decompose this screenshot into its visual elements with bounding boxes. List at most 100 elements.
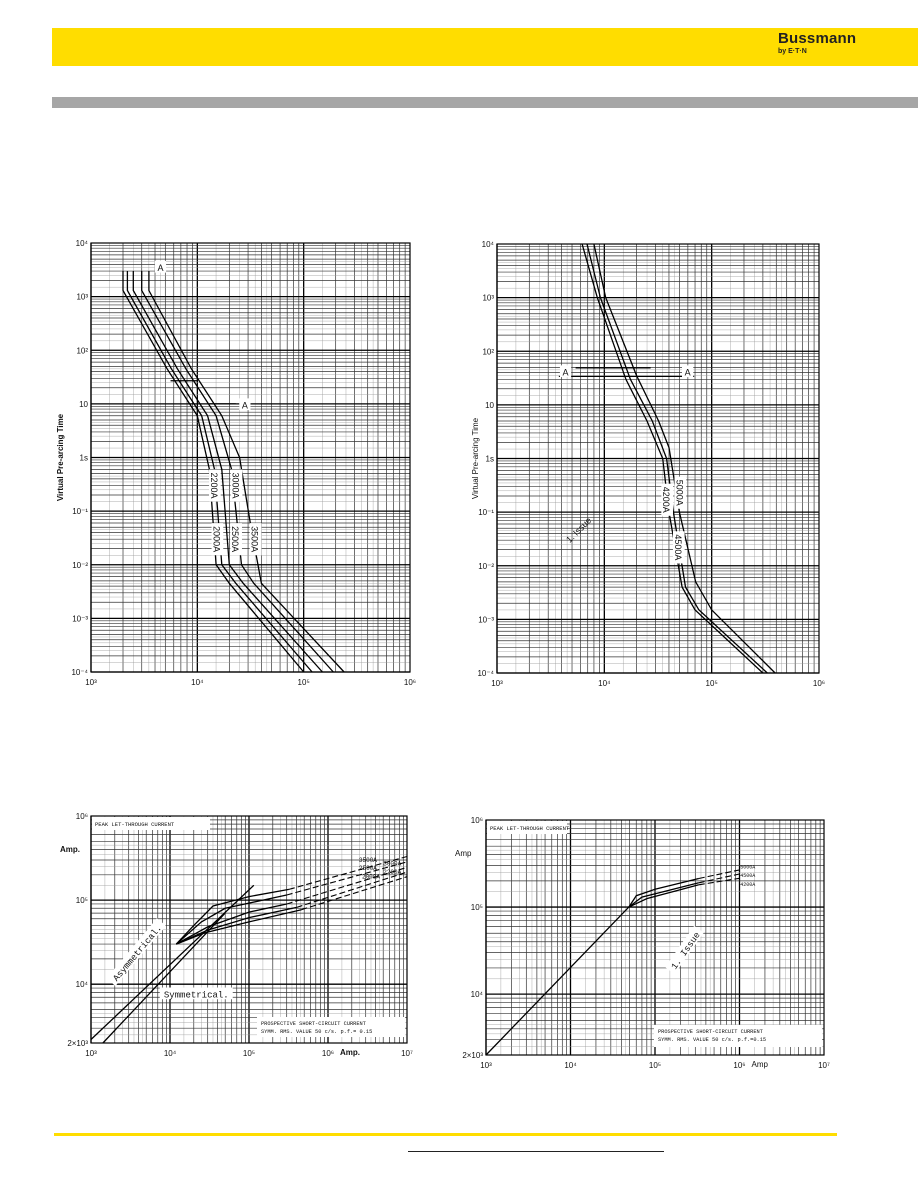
- annotation-label: 4500A: [740, 873, 755, 879]
- note-line: PROSPECTIVE SHORT-CIRCUIT CURRENT: [261, 1021, 366, 1027]
- y-tick-label: 10⁴: [76, 239, 89, 248]
- chart-title: PEAK LET-THROUGH CURRENT: [490, 825, 570, 832]
- annotation-label: A: [563, 367, 569, 377]
- annotation: 5000A: [740, 864, 755, 870]
- annotation: 2200A: [383, 869, 401, 876]
- annotation: 3000A: [383, 861, 401, 868]
- annotation-label: 2200A: [209, 473, 219, 499]
- series-curve-line: [485, 906, 630, 1056]
- series-2000a-line: [176, 909, 302, 945]
- series-4500a-dashed-line: [698, 873, 740, 884]
- chart-1: 10³ 10⁴ 10⁵ 10⁶ 10⁴ 10³ 10² 10 1s 10⁻¹ 10⁻² 10⁻³ 10⁻…: [56, 239, 416, 687]
- y-tick-label: 10⁵: [471, 903, 483, 912]
- annotation-bg: [672, 531, 685, 564]
- annotation-label: A: [685, 367, 691, 377]
- y-tick-label: 10²: [482, 347, 494, 356]
- series-5000a-line: [628, 877, 699, 908]
- series-4500a-line: [628, 882, 699, 908]
- y-tick-label: 1s: [486, 455, 494, 464]
- annotation-bg: [209, 469, 221, 502]
- section-divider-bar: [52, 97, 918, 108]
- chart-title: PEAK LET-THROUGH CURRENT: [95, 821, 175, 828]
- y-tick-label: 10⁻⁴: [477, 669, 494, 678]
- x-tick-label: 10⁶: [813, 679, 825, 688]
- y-tick-label: 10⁻⁴: [71, 668, 88, 677]
- y-axis-label: Virtual Pre-arcing Time: [56, 413, 65, 501]
- series-3000a-line: [141, 271, 334, 673]
- annotation: 4500A: [672, 531, 685, 564]
- series-3500a-line: [148, 271, 345, 673]
- chart-4: 10³ 10⁴ 10⁵ 10⁶ 10⁷ 10⁶ 10⁵ 10⁴ 2×10³ Amp Amp PEAK …: [455, 816, 830, 1070]
- series-symmetrical-line: [102, 912, 226, 1044]
- y-tick-label: 10: [79, 400, 88, 409]
- x-tick-label: 10⁵: [649, 1061, 661, 1070]
- y-tick-label: 10⁴: [482, 240, 495, 249]
- annotation-bg: [159, 987, 233, 1000]
- footer-black-rule: [408, 1151, 664, 1152]
- annotation-bg: [230, 523, 242, 556]
- brand-name: Bussmann: [778, 30, 857, 47]
- y-tick-label: 10⁻¹: [478, 508, 494, 517]
- series-3500a-line: [175, 888, 290, 945]
- chart-3: 10³ 10⁴ 10⁵ 10⁶ 10⁷ 10⁶ 10⁵ 10⁴ 2×10³ Amp. Amp. PEA…: [60, 812, 413, 1058]
- annotation: A: [239, 398, 251, 410]
- series-2500a-line: [175, 903, 287, 945]
- series-2200a-line: [126, 271, 313, 673]
- annotation-label: 1. Issue: [670, 930, 703, 971]
- series-2200a-dashed-line: [296, 871, 408, 908]
- y-tick-label: 10⁶: [76, 812, 88, 821]
- plot-frame: [485, 819, 825, 1056]
- annotation: 2500A: [359, 865, 377, 872]
- annotation-label: 3500A: [250, 526, 260, 552]
- series-2000a-dashed-line: [301, 876, 408, 911]
- annotation: A: [682, 365, 694, 377]
- x-tick-label: 10³: [85, 1049, 97, 1058]
- annotation: 2000A: [362, 873, 380, 880]
- bussmann-logo: Bussmann by E·T·N: [778, 31, 856, 56]
- x-axis-label: Amp: [752, 1060, 769, 1069]
- annotation-label: 2200A: [383, 869, 401, 876]
- chart-2: 10³ 10⁴ 10⁵ 10⁶ 10⁴ 10³ 10² 10 1s 10⁻¹ 10⁻² 10⁻³ 10⁻…: [471, 240, 825, 688]
- series-3000a-dashed-line: [286, 861, 408, 896]
- y-axis-label: Amp: [455, 849, 472, 858]
- annotation-label: Asymmetrical.: [111, 923, 164, 983]
- title-box: [487, 821, 567, 834]
- y-tick-label: 10⁻³: [72, 614, 88, 623]
- annotation-label: 5000A: [740, 864, 755, 870]
- series-4200a-dashed-line: [698, 877, 740, 886]
- annotation: Symmetrical.: [159, 987, 233, 1000]
- annotation-bg: [661, 483, 674, 516]
- annotation: 2200A: [209, 469, 221, 502]
- series-4500a-line: [586, 243, 768, 674]
- y-tick-label: 10³: [76, 293, 88, 302]
- annotation: A: [154, 260, 167, 273]
- annotation-label: 3000A: [383, 861, 401, 868]
- x-tick-label: 10⁷: [401, 1049, 413, 1058]
- annotation-label: 3500A: [359, 857, 377, 864]
- annotation: 4200A: [740, 882, 755, 888]
- annotation: 4200A: [661, 483, 674, 516]
- y-tick-label: 10⁴: [76, 980, 89, 989]
- y-tick-label: 10⁻²: [478, 562, 494, 571]
- series-2000a-line: [122, 271, 305, 673]
- annotation-bg: [154, 260, 167, 273]
- y-tick-label: 10⁻²: [72, 561, 88, 570]
- annotation: 3500A: [359, 857, 377, 864]
- x-tick-label: 10⁴: [191, 678, 204, 687]
- y-tick-label: 10⁵: [76, 896, 88, 905]
- annotation-bg: [674, 476, 687, 509]
- annotation-bg: [211, 523, 224, 556]
- note-box: [257, 1017, 405, 1037]
- y-axis-label: Virtual Pre-arcing Time: [471, 417, 480, 499]
- y-tick-label: 2×10³: [67, 1039, 88, 1048]
- annotation: 3000A: [230, 469, 243, 502]
- grid: [496, 244, 819, 674]
- annotation-label: 4200A: [661, 487, 671, 513]
- annotation: 4500A: [740, 873, 755, 879]
- y-axis-label: Amp.: [60, 845, 80, 854]
- y-tick-label: 10²: [76, 346, 88, 355]
- note-line: SYMM. RMS. VALUE 50 c/s. p.f.=0.15: [658, 1037, 766, 1043]
- x-tick-label: 10⁵: [243, 1049, 255, 1058]
- annotation-label: A: [242, 400, 248, 410]
- y-tick-label: 2×10³: [462, 1051, 483, 1060]
